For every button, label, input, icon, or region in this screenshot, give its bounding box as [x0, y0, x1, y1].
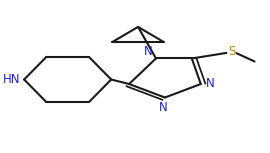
Text: N: N — [205, 77, 214, 90]
Text: HN: HN — [3, 73, 20, 86]
Text: N: N — [143, 45, 152, 58]
Text: S: S — [228, 45, 235, 58]
Text: N: N — [159, 101, 168, 114]
